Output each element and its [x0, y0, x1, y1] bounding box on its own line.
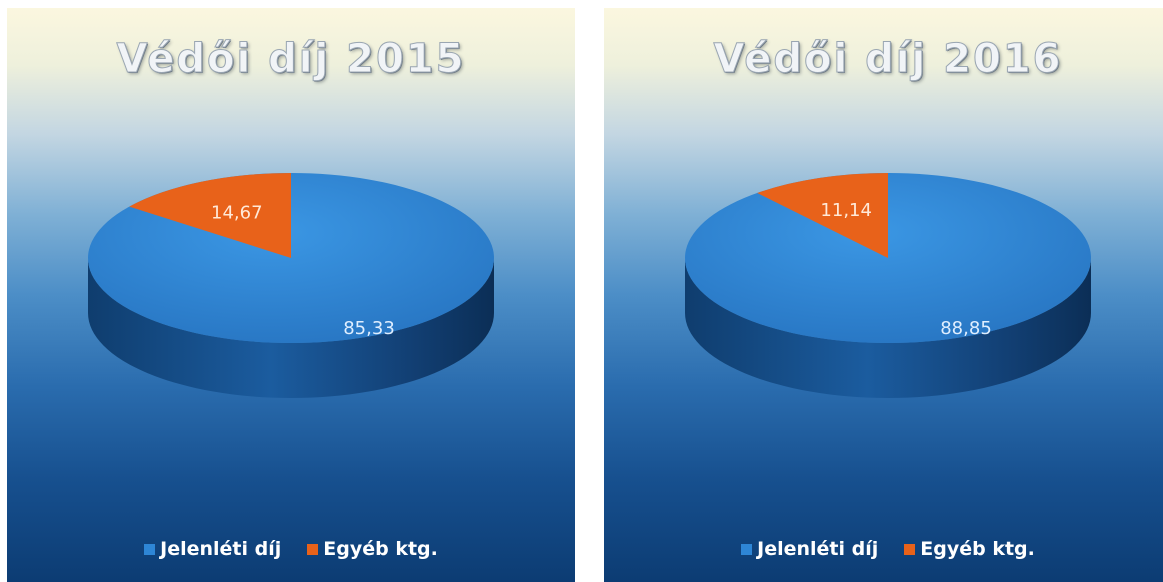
- legend-swatch-blue: [144, 543, 156, 555]
- legend: Jelenléti díj Egyéb ktg.: [604, 538, 1163, 560]
- legend-item-egyeb: Egyéb ktg.: [904, 538, 1035, 560]
- chart-title: Védői díj 2016: [713, 36, 1063, 83]
- pie-plot: 14,67 85,33: [88, 173, 494, 398]
- legend-item-egyeb: Egyéb ktg.: [307, 538, 438, 560]
- legend: Jelenléti díj Egyéb ktg.: [7, 538, 575, 560]
- legend-item-jelenleti: Jelenléti díj: [741, 538, 878, 560]
- pie-slice-egyeb: [129, 173, 291, 258]
- data-label-jelenleti: 88,85: [940, 318, 992, 339]
- legend-label: Egyéb ktg.: [920, 538, 1035, 560]
- data-label-egyeb: 14,67: [211, 202, 263, 223]
- legend-label: Jelenléti díj: [160, 538, 282, 560]
- pie-chart-2015: Védői díj 2015 14,67 85,33 Jelenléti díj …: [7, 8, 575, 582]
- data-label-jelenleti: 85,33: [343, 318, 395, 339]
- legend-label: Egyéb ktg.: [323, 538, 438, 560]
- chart-title: Védői díj 2015: [116, 36, 466, 83]
- legend-item-jelenleti: Jelenléti díj: [144, 538, 281, 560]
- legend-swatch-blue: [741, 543, 753, 555]
- data-label-egyeb: 11,14: [820, 200, 872, 221]
- pie-plot: 11,14 88,85: [685, 173, 1091, 398]
- legend-label: Jelenléti díj: [757, 538, 879, 560]
- pie-side-wall: [685, 258, 1091, 398]
- legend-swatch-orange: [904, 543, 916, 555]
- pie-side-wall: [88, 258, 494, 398]
- pie-chart-2016: Védői díj 2016 11,14 88,85 Jelenléti díj …: [604, 8, 1163, 582]
- legend-swatch-orange: [307, 543, 319, 555]
- pie-slice-egyeb: [757, 173, 888, 258]
